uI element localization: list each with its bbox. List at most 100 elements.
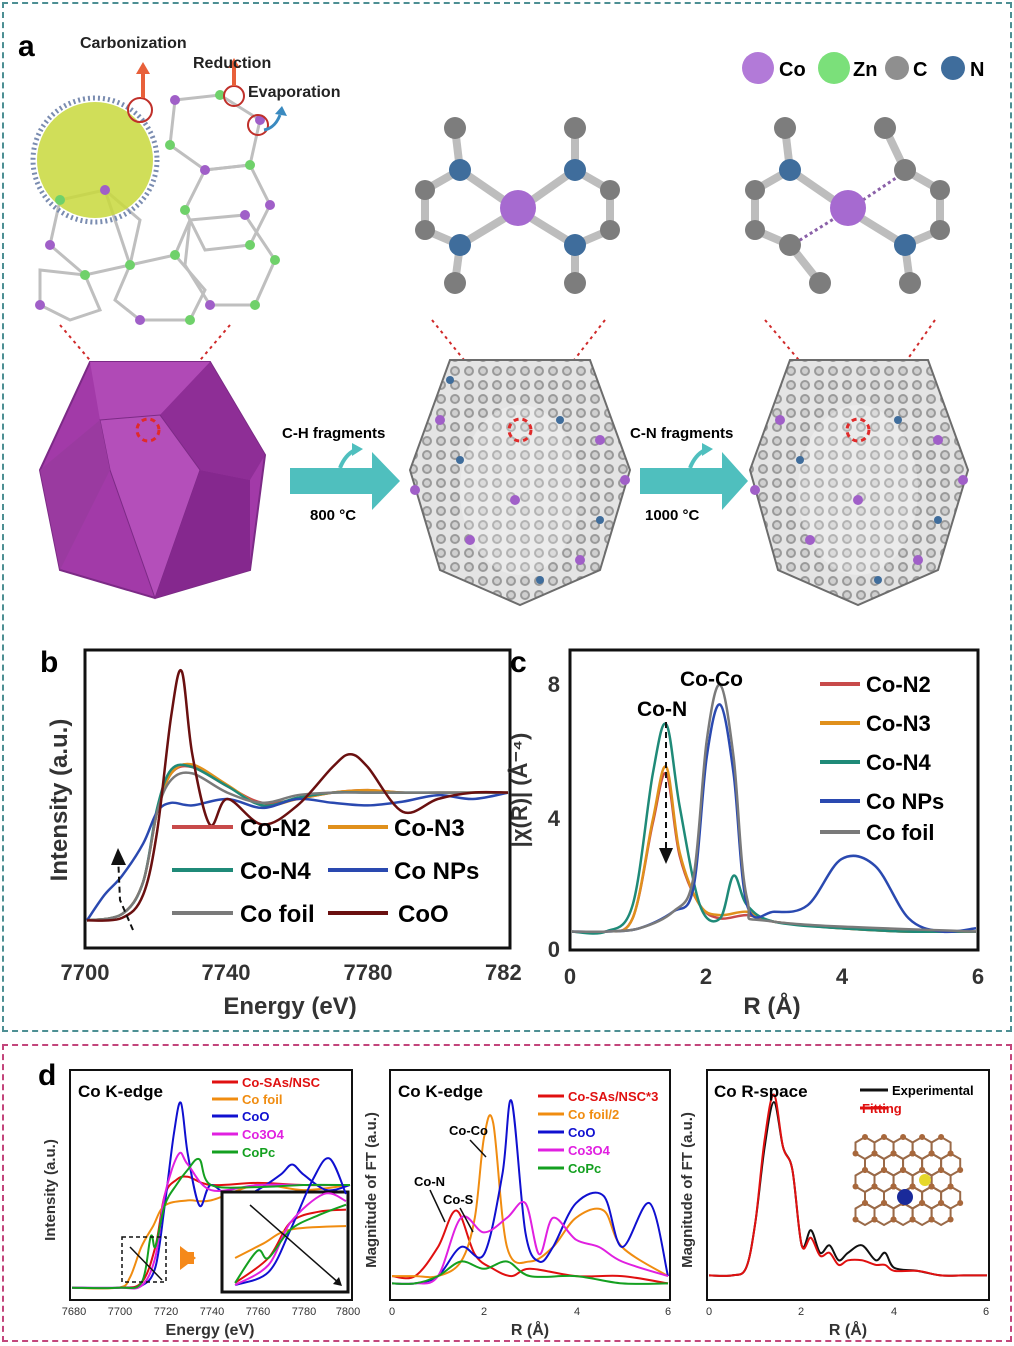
con4-molecule [415, 117, 620, 294]
carbon-atom [871, 1183, 878, 1190]
plot-d3-title: Co R-space [714, 1082, 808, 1101]
legend-d2-co3o4: Co3O4 [568, 1143, 611, 1158]
plot-d3-ylabel: Magnitude of FT (a.u.) [679, 1112, 696, 1268]
plot-d3-xtick-3: 6 [983, 1306, 989, 1318]
plot-c-xtick-1: 2 [700, 964, 712, 989]
plot-d3-xticks: 0 2 4 6 [706, 1306, 989, 1318]
xanes-plot-b [83, 648, 512, 950]
plot-b-xtick-1: 7740 [202, 960, 251, 985]
mof-lattice-illustration [30, 58, 287, 325]
legend-d1-cofoil: Co foil [242, 1092, 282, 1107]
plot-d2-ann-con: Co-N [414, 1174, 445, 1189]
plot-d1-title: Co K-edge [78, 1082, 163, 1101]
carbon-atom [919, 1167, 926, 1173]
legend-c-con4: Co-N4 [866, 750, 932, 775]
carbon-atom [881, 1200, 887, 1206]
arrow1-bottom-label: 800 °C [310, 507, 356, 524]
graphene-ring [854, 1201, 876, 1227]
plot-d1-series-coo [71, 1101, 351, 1289]
plot-b-trend-arrow [117, 854, 134, 931]
carbon-atom [947, 1183, 954, 1190]
carbon-atom [909, 1150, 916, 1157]
process-arrow-2 [640, 443, 748, 510]
carbonization-label: Carbonization [80, 35, 187, 52]
carbon-atom [900, 1167, 907, 1173]
con2-molecule [745, 117, 950, 294]
plot-c-ann-con: Co-N [637, 698, 687, 721]
reduction-label: Reduction [193, 55, 271, 72]
plot-d2-legend: Co-SAs/NSC*3 Co foil/2 CoO Co3O4 CoPc [538, 1089, 658, 1176]
plot-d1-legend: Co-SAs/NSC Co foil CoO Co3O4 CoPc [212, 1075, 321, 1160]
bottom-panel-frame [2, 1044, 1012, 1342]
plot-d2-title: Co K-edge [398, 1082, 483, 1101]
plot-b-xlabel: Energy (eV) [223, 993, 356, 1020]
plot-c-ytick-1: 4 [548, 806, 561, 831]
carbon-atom [862, 1200, 868, 1206]
plot-c-series-co-foil [571, 683, 977, 934]
carbon-atom [938, 1134, 945, 1140]
plot-d1-inset-arrow [249, 1204, 341, 1285]
carbon-atom [871, 1216, 878, 1223]
carbon-atom [947, 1216, 954, 1223]
legend-d2-cosas: Co-SAs/NSC*3 [568, 1089, 658, 1104]
c-atom-swatch [885, 56, 909, 80]
plot-d1-inset [234, 1157, 347, 1286]
legend-c-conps: Co NPs [866, 789, 944, 814]
carbon-atom [909, 1216, 916, 1223]
plot-c-ylabel: |χ(R)| (Å⁻⁴) [506, 733, 532, 848]
plot-c-frame [568, 648, 980, 952]
plot-d2-series-co-sas-nsc-3 [391, 1209, 669, 1285]
plot-b-xtick-3: 782 [485, 960, 522, 985]
plot-d1-zoom-box [121, 1236, 167, 1283]
plot-d1-xtick-1: 7700 [108, 1306, 132, 1318]
plot-d1-xtick-0: 7680 [62, 1306, 86, 1318]
legend-d2-cofoil: Co foil/2 [568, 1107, 619, 1122]
plot-d2-ann-coco: Co-Co [449, 1123, 488, 1138]
carbon-atom [881, 1134, 887, 1140]
legend-c-con2: Co-N2 [866, 672, 931, 697]
plot-d1-inset-series-coo [234, 1157, 347, 1286]
process-arrow-1 [290, 443, 400, 510]
plot-b-xtick-0: 7700 [61, 960, 110, 985]
plot-c-ytick-2: 8 [548, 672, 560, 697]
plot-d3-frame [706, 1069, 990, 1301]
plot-d1-xtick-3: 7740 [200, 1306, 224, 1318]
carbon-atom [900, 1134, 907, 1140]
plot-d2-xtick-1: 2 [481, 1306, 487, 1318]
plot-b-legend: Co-N2 Co-N3 Co-N4 Co NPs Co foil CoO [172, 815, 479, 928]
plot-d3-xtick-2: 4 [891, 1306, 897, 1318]
legend-b-con3: Co-N3 [394, 815, 465, 842]
plot-c-series-co-nps [571, 703, 977, 934]
plot-d1-inset-series-copc [234, 1203, 347, 1284]
plot-d1-inset-series-co3o4 [234, 1192, 347, 1286]
plot-d1-xticks: 7680 7700 7720 7740 7760 7780 7800 [62, 1306, 360, 1318]
carbon-atom [928, 1150, 935, 1157]
graphene-ring [911, 1201, 933, 1227]
legend-zn: Zn [853, 59, 877, 81]
legend-d3-exp: Experimental [892, 1083, 974, 1098]
panel-a-letter: a [18, 30, 35, 63]
co-atom [897, 1189, 913, 1205]
legend-b-cofoil: Co foil [240, 901, 315, 928]
zn-cluster-sphere [37, 102, 153, 218]
plot-c-xtick-0: 0 [564, 964, 576, 989]
plot-c-xtick-3: 6 [972, 964, 984, 989]
carbon-atom [928, 1183, 935, 1190]
plot-d1-frame [69, 1069, 353, 1301]
plot-b-trend-arrowhead [111, 848, 126, 865]
plot-d1-xtick-4: 7760 [246, 1306, 270, 1318]
plot-d1-xtick-2: 7720 [154, 1306, 178, 1318]
carbon-atom [852, 1150, 859, 1157]
plot-d2-series-copc [391, 1260, 669, 1285]
plot-d1-xlabel: Energy (eV) [166, 1322, 255, 1339]
plot-d2-ann-cos: Co-S [443, 1192, 474, 1207]
legend-co: Co [779, 59, 806, 81]
legend-c-cofoil: Co foil [866, 820, 934, 845]
plot-c-ann-coco: Co-Co [680, 668, 743, 691]
carbon-atom [862, 1134, 868, 1140]
legend-c-con3: Co-N3 [866, 711, 931, 736]
graphene-ring [892, 1201, 914, 1227]
legend-n: N [970, 59, 984, 81]
plot-d3-xtick-1: 2 [798, 1306, 804, 1318]
plot-d2-frame [389, 1069, 671, 1301]
